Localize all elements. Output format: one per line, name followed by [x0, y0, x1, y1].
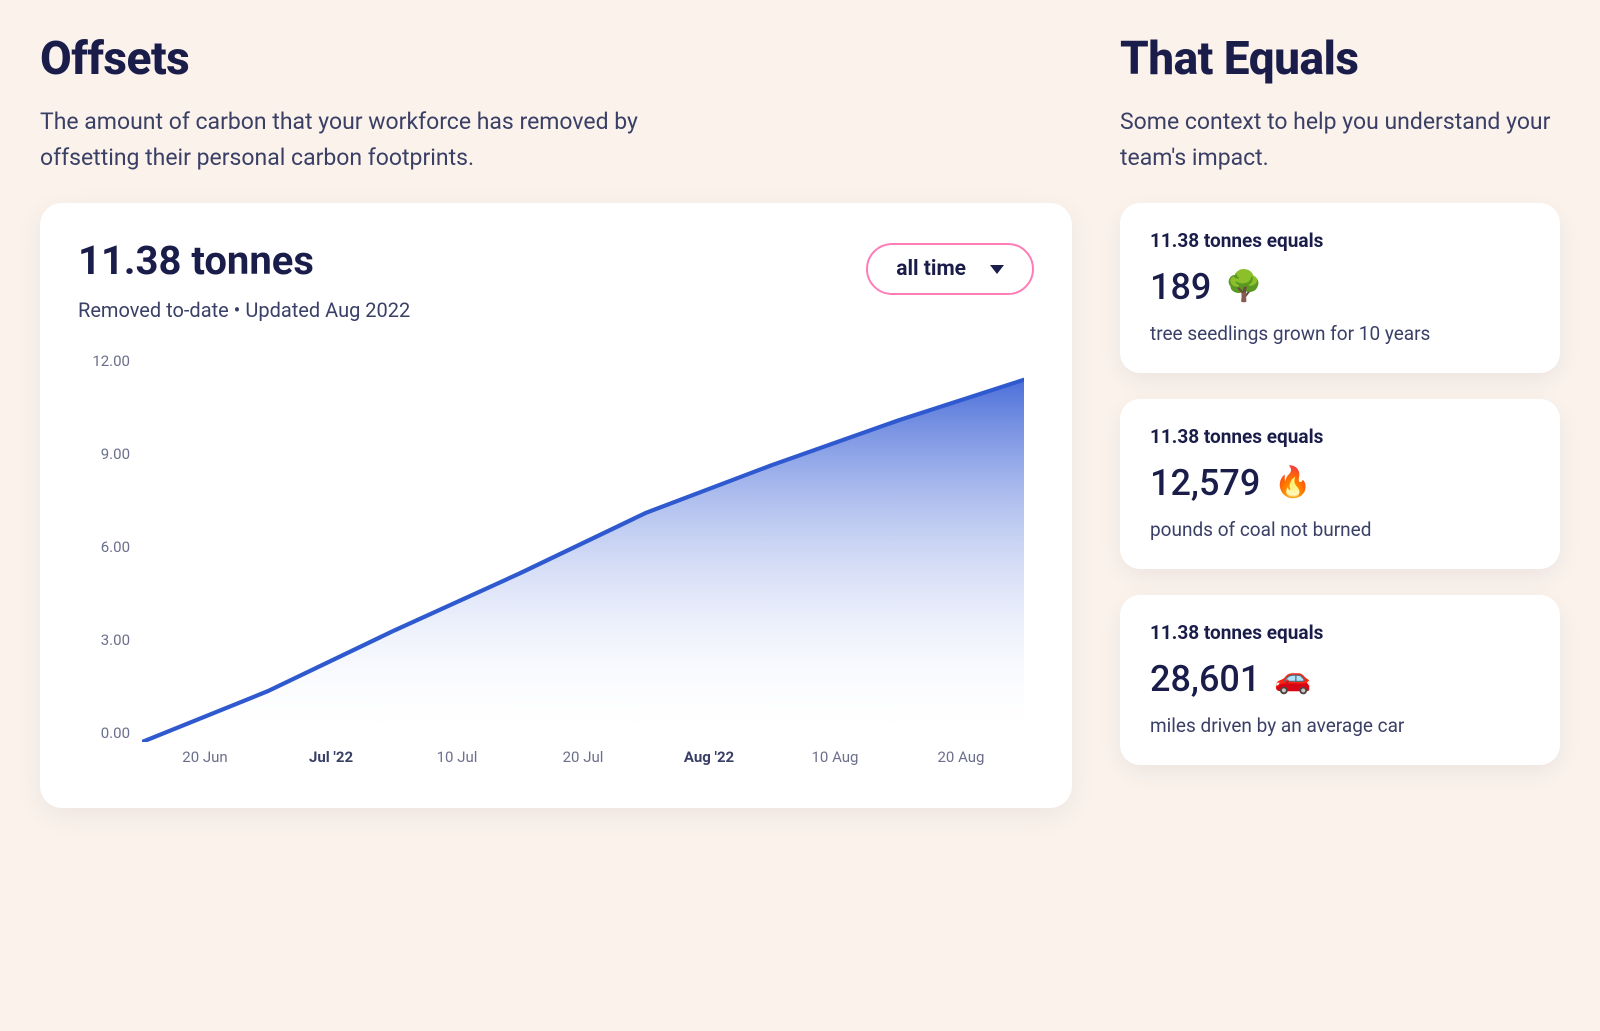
chart-x-tick: 20 Jun — [142, 748, 268, 782]
equals-card-list: 11.38 tonnes equals 189 🌳 tree seedlings gr… — [1120, 203, 1560, 765]
equals-card-desc: tree seedlings grown for 10 years — [1150, 322, 1530, 345]
equals-value: 28,601 — [1150, 658, 1260, 700]
equals-value-row: 28,601 🚗 — [1150, 658, 1530, 700]
chart-y-axis-labels: 12.00 9.00 6.00 3.00 0.00 — [78, 352, 138, 742]
flame-icon: 🔥 — [1274, 468, 1311, 498]
chevron-down-icon — [990, 265, 1004, 274]
time-range-dropdown[interactable]: all time — [866, 243, 1034, 295]
offsets-title: Offsets — [40, 32, 1072, 86]
chart-y-tick: 0.00 — [78, 724, 130, 742]
chart-y-tick: 12.00 — [78, 352, 130, 370]
equals-card-label: 11.38 tonnes equals — [1150, 425, 1530, 448]
equals-card-label: 11.38 tonnes equals — [1150, 229, 1530, 252]
car-icon: 🚗 — [1274, 664, 1311, 694]
offsets-chart-card: 11.38 tonnes Removed to-date • Updated A… — [40, 203, 1072, 808]
time-range-label: all time — [896, 257, 966, 281]
chart-x-tick: 20 Aug — [898, 748, 1024, 782]
equals-title: That Equals — [1120, 32, 1560, 86]
equals-value: 189 — [1150, 266, 1211, 308]
chart-svg — [142, 360, 1024, 742]
offsets-chart: 12.009.006.003.000.00 20 JunJul '221 — [78, 352, 1034, 782]
chart-y-tick: 9.00 — [78, 445, 130, 463]
equals-card: 11.38 tonnes equals 28,601 🚗 miles driven b… — [1120, 595, 1560, 765]
equals-card: 11.38 tonnes equals 189 🌳 tree seedlings gr… — [1120, 203, 1560, 373]
chart-plot-area — [142, 360, 1024, 742]
dashboard-page: Offsets The amount of carbon that your w… — [40, 32, 1560, 808]
tree-icon: 🌳 — [1225, 272, 1262, 302]
chart-y-tick: 6.00 — [78, 538, 130, 556]
offsets-description: The amount of carbon that your workforce… — [40, 104, 680, 175]
chart-header-left: 11.38 tonnes Removed to-date • Updated A… — [78, 237, 410, 322]
offsets-subline: Removed to-date • Updated Aug 2022 — [78, 298, 410, 322]
chart-x-tick: 20 Jul — [520, 748, 646, 782]
equals-value-row: 12,579 🔥 — [1150, 462, 1530, 504]
chart-x-axis-labels: 20 JunJul '2210 Jul20 JulAug '2210 Aug20… — [142, 748, 1024, 782]
chart-x-tick: Aug '22 — [646, 748, 772, 782]
equals-section: That Equals Some context to help you und… — [1120, 32, 1560, 808]
chart-header: 11.38 tonnes Removed to-date • Updated A… — [78, 237, 1034, 322]
offsets-total: 11.38 tonnes — [78, 237, 410, 284]
equals-card-desc: pounds of coal not burned — [1150, 518, 1530, 541]
equals-card-label: 11.38 tonnes equals — [1150, 621, 1530, 644]
equals-description: Some context to help you understand your… — [1120, 104, 1560, 175]
equals-card-desc: miles driven by an average car — [1150, 714, 1530, 737]
chart-y-tick: 3.00 — [78, 631, 130, 649]
offsets-section: Offsets The amount of carbon that your w… — [40, 32, 1072, 808]
equals-card: 11.38 tonnes equals 12,579 🔥 pounds of coal… — [1120, 399, 1560, 569]
chart-x-tick: Jul '22 — [268, 748, 394, 782]
chart-x-tick: 10 Jul — [394, 748, 520, 782]
chart-x-tick: 10 Aug — [772, 748, 898, 782]
equals-value: 12,579 — [1150, 462, 1260, 504]
equals-value-row: 189 🌳 — [1150, 266, 1530, 308]
